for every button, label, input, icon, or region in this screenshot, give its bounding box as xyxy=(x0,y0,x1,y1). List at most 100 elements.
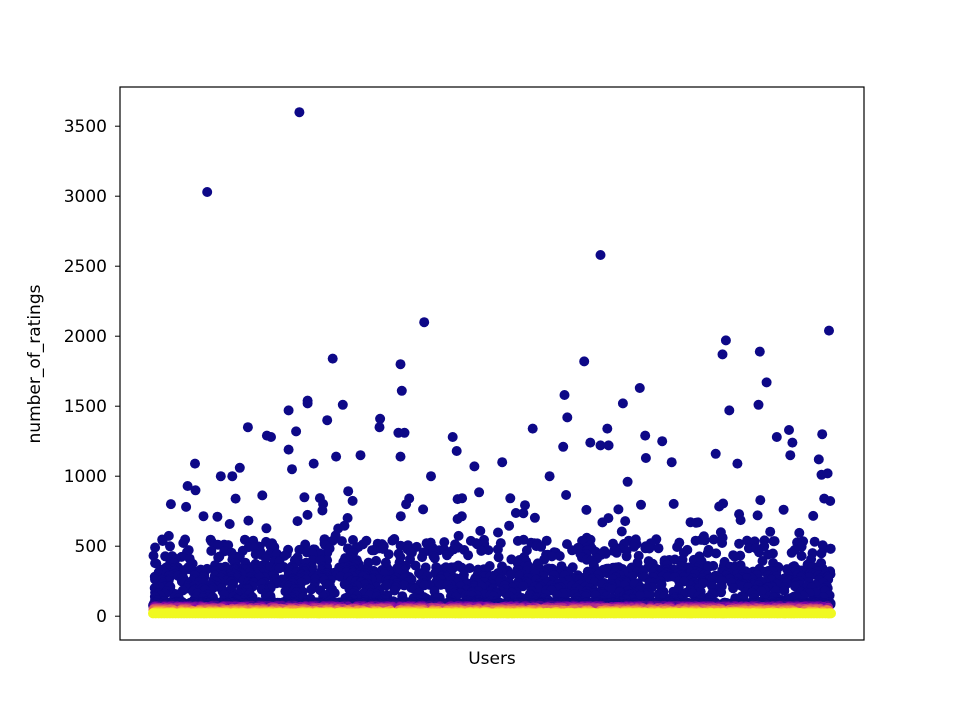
outlier-point xyxy=(813,454,824,465)
data-point xyxy=(474,487,485,498)
data-point xyxy=(418,504,429,515)
data-point xyxy=(690,535,701,546)
outlier-point xyxy=(426,471,436,482)
outlier-point xyxy=(640,430,651,441)
data-point xyxy=(786,547,797,558)
data-point xyxy=(464,563,475,574)
data-point xyxy=(729,551,740,562)
outlier-point xyxy=(215,471,226,482)
data-point xyxy=(518,581,529,592)
data-point xyxy=(735,515,746,526)
data-point xyxy=(816,548,827,559)
data-point xyxy=(691,517,701,528)
outlier-point xyxy=(202,187,213,197)
data-point xyxy=(606,584,617,595)
data-point xyxy=(668,498,679,509)
data-point xyxy=(768,536,779,547)
data-point xyxy=(157,536,168,546)
outlier-point xyxy=(622,476,633,487)
data-point xyxy=(336,536,347,547)
data-point xyxy=(371,555,382,566)
data-point xyxy=(198,511,209,522)
outlier-point xyxy=(602,423,613,434)
outlier-point xyxy=(331,451,342,462)
outlier-point xyxy=(579,356,590,367)
outlier-point xyxy=(817,429,828,440)
outlier-point xyxy=(227,471,238,482)
outlier-point xyxy=(732,458,743,469)
outlier-point xyxy=(720,335,731,346)
data-point xyxy=(230,493,241,504)
data-point xyxy=(529,512,540,523)
data-point xyxy=(260,553,271,564)
data-point xyxy=(825,543,836,554)
data-point xyxy=(743,543,754,554)
outlier-point xyxy=(447,432,458,442)
outlier-point xyxy=(395,451,406,462)
data-point xyxy=(546,551,557,562)
x-axis-label: Users xyxy=(468,649,516,669)
outlier-point xyxy=(754,346,765,357)
data-point xyxy=(224,519,235,529)
data-point xyxy=(613,504,624,515)
outlier-point xyxy=(603,440,614,451)
outlier-point xyxy=(824,325,834,336)
data-point xyxy=(389,585,400,596)
outlier-point xyxy=(294,107,305,118)
data-point xyxy=(554,551,565,561)
data-point xyxy=(796,551,807,561)
outlier-point xyxy=(710,448,721,459)
data-point xyxy=(779,585,790,596)
outlier-point xyxy=(771,432,782,442)
data-point xyxy=(212,539,223,550)
data-point xyxy=(367,545,378,556)
data-point xyxy=(439,537,450,548)
data-point xyxy=(452,494,463,505)
outlier-point xyxy=(322,415,333,426)
outlier-point xyxy=(190,458,200,469)
data-point xyxy=(299,492,310,503)
data-point xyxy=(717,538,728,548)
data-point xyxy=(644,543,655,554)
outlier-point xyxy=(640,453,651,463)
outlier-point xyxy=(302,398,313,409)
data-point xyxy=(536,541,547,552)
data-point xyxy=(755,495,766,506)
outlier-point xyxy=(527,423,538,434)
data-point xyxy=(728,583,739,594)
data-point xyxy=(699,535,710,546)
y-tick-label: 500 xyxy=(75,537,107,557)
data-point xyxy=(808,510,819,521)
outlier-point xyxy=(617,398,628,409)
outlier-point xyxy=(544,471,555,482)
data-point xyxy=(453,530,464,541)
data-point xyxy=(510,508,521,518)
outlier-point xyxy=(558,441,569,452)
data-point xyxy=(347,495,358,506)
data-point xyxy=(148,550,159,561)
data-point xyxy=(620,516,631,527)
data-point xyxy=(778,504,789,515)
data-point xyxy=(581,504,592,515)
data-point xyxy=(302,509,313,520)
outlier-point xyxy=(283,405,294,416)
data-point xyxy=(429,553,440,564)
data-point xyxy=(493,552,504,563)
outlier-point xyxy=(419,317,430,328)
data-point xyxy=(794,527,805,538)
data-point xyxy=(181,501,192,512)
data-point xyxy=(335,571,346,582)
outlier-point xyxy=(753,399,764,410)
outlier-point xyxy=(266,432,276,442)
data-point xyxy=(754,547,764,558)
outlier-point xyxy=(451,446,462,456)
data-point xyxy=(504,520,515,531)
outlier-point xyxy=(562,412,573,423)
data-point xyxy=(711,548,722,559)
outlier-point xyxy=(559,390,570,400)
data-point xyxy=(765,526,776,537)
data-point xyxy=(306,584,317,595)
outlier-point xyxy=(283,444,294,455)
outlier-point xyxy=(724,405,735,416)
outlier-point xyxy=(337,399,348,410)
